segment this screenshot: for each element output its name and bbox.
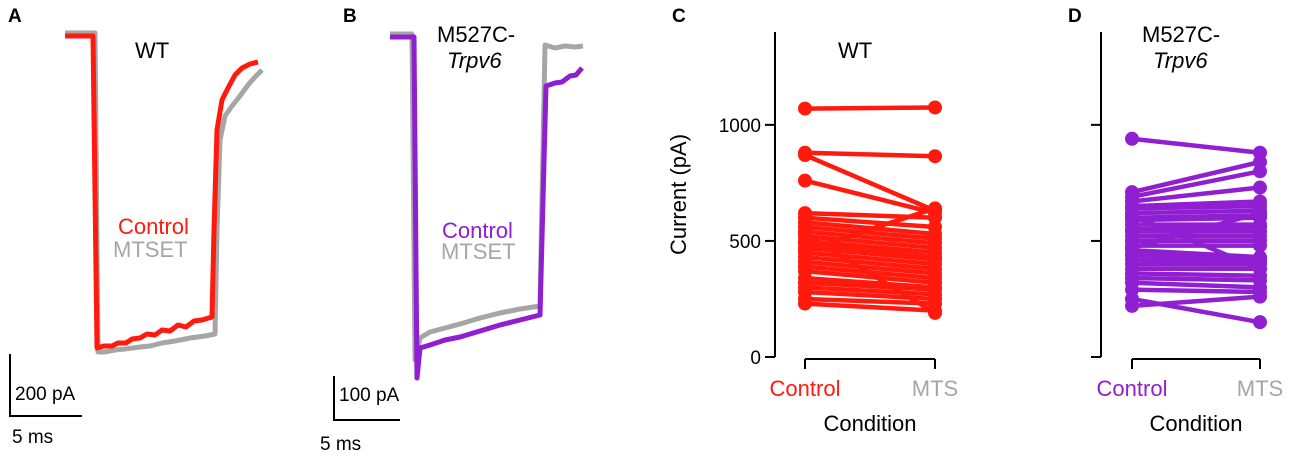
control-point [798,296,812,311]
panel-d-plot: Control MTS Condition [1091,32,1283,436]
panel-b-letter: B [343,6,357,27]
pair-line [804,296,936,306]
pair-line [1131,287,1261,295]
panel-c: C WT 0 500 1000 Control MTS Condition Current … [666,6,958,436]
x-tick-label-mts: MTS [912,376,958,401]
pair-line [1131,203,1261,211]
panel-b: B M527C- Trpv6 Control MTSET 100 pA 5 ms [320,6,584,455]
panel-a: A WT Control MTSET 200 pA 5 ms [8,6,264,448]
x-tick-label-control: Control [770,376,841,401]
pair-line [804,268,936,285]
pair-line [804,234,936,251]
control-point [1125,291,1139,306]
pair-line [804,206,936,253]
control-point [798,173,812,188]
pair-line [1131,247,1261,260]
panel-d-title-line1: M527C- [1142,22,1220,47]
panel-c-title: WT [838,38,872,63]
panel-b-scale-time: 5 ms [320,434,361,455]
mts-point [1253,238,1267,253]
x-axis-label: Condition [1150,411,1243,436]
y-tick-label: 1000 [719,116,761,137]
panel-a-scale-bar [9,354,82,417]
panel-c-letter: C [672,6,686,27]
mts-point [1253,289,1267,304]
pair-line [804,178,936,216]
mts-point [928,305,942,320]
pair-line [804,250,936,267]
mts-point [1253,261,1267,276]
pair-line [1131,213,1261,271]
pair-line [1131,185,1261,204]
pair-line [804,280,936,292]
mts-point [1253,180,1267,195]
pair-line [804,152,936,213]
panel-a-scale-current: 200 pA [15,384,76,405]
pair-line [1131,199,1261,209]
panel-a-letter: A [8,6,22,27]
pair-line [804,150,936,159]
panel-a-scale-time: 5 ms [12,427,53,448]
x-tick-label-control: Control [1097,376,1168,401]
panel-b-title-line2: Trpv6 [447,48,502,73]
y-tick-label: 0 [750,348,761,369]
mts-point [1253,164,1267,179]
panel-d: D M527C- Trpv6 Control MTS Condition [1068,6,1283,436]
panel-b-title-line1: M527C- [437,22,515,47]
control-point [1125,208,1139,223]
pair-line [1131,169,1261,200]
y-axis-label: Current (pA) [666,134,691,255]
pair-line [1131,275,1261,283]
panel-a-title: WT [135,38,169,63]
pair-line [1131,213,1261,220]
control-point [798,243,812,258]
panel-b-scale-bar [333,376,400,421]
x-axis-label: Condition [824,411,917,436]
pair-line [804,275,936,290]
pair-line [804,259,936,276]
panel-d-title-line2: Trpv6 [1153,48,1208,73]
panel-a-control-label: Control [118,214,189,239]
pair-line [1131,159,1261,195]
pair-line [1131,208,1261,216]
pair-line [1131,210,1261,251]
pair-line [804,254,936,272]
mts-point [1253,206,1267,221]
panel-c-plot: 0 500 1000 Control MTS Condition Current (pA) [666,32,958,436]
trace-b-control [390,34,584,381]
control-point [1125,131,1139,146]
pair-line [803,232,937,315]
control-point [798,226,812,241]
trace-a-mtset [65,30,264,355]
pair-line [804,215,936,230]
pair-line [1131,280,1261,290]
trace-a-control [65,33,259,351]
control-point [798,101,812,116]
panel-b-mtset-label: MTSET [441,239,516,264]
panel-a-mtset-label: MTSET [113,237,188,262]
control-point [798,148,812,163]
pair-line [1131,296,1261,325]
mts-point [928,100,942,115]
panel-b-control-label: Control [442,218,513,243]
pair-line [804,224,936,241]
panel-d-letter: D [1068,6,1082,27]
x-tick-label-mts: MTS [1237,376,1283,401]
mts-point [1253,315,1267,330]
pair-line [1131,136,1261,155]
pair-line [804,301,936,313]
panel-b-scale-current: 100 pA [339,385,400,406]
mts-point [928,201,942,216]
y-tick-label: 500 [729,232,761,253]
pair-line [804,285,936,297]
pair-line [1131,271,1261,278]
pair-line [804,245,936,262]
pair-line [804,105,936,111]
control-point [1125,240,1139,255]
pair-line [804,229,936,246]
mts-point [928,149,942,164]
